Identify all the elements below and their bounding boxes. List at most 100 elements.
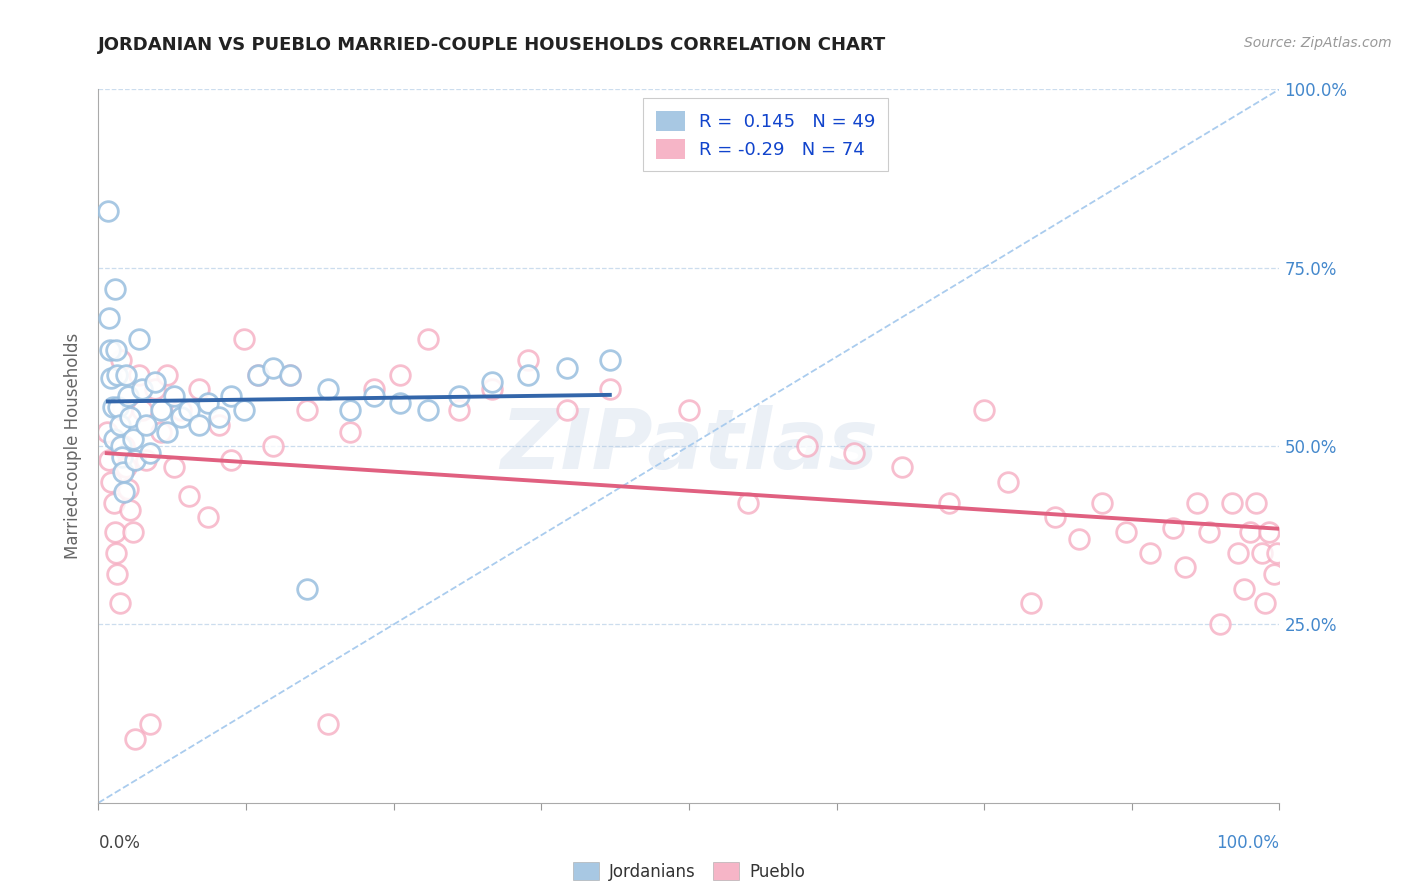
Point [105, 567, 128, 582]
Point [98, 310, 121, 325]
Point [316, 382, 339, 396]
Point [108, 596, 131, 610]
Point [100, 475, 122, 489]
Point [1209, 617, 1232, 632]
Point [232, 403, 254, 417]
Point [246, 368, 269, 382]
Point [101, 400, 124, 414]
Point [388, 396, 411, 410]
Point [517, 353, 540, 368]
Point [1244, 496, 1267, 510]
Point [1263, 567, 1285, 582]
Text: 100.0%: 100.0% [1216, 834, 1279, 852]
Point [555, 403, 578, 417]
Point [143, 375, 166, 389]
Point [97, 203, 120, 218]
Point [110, 439, 132, 453]
Point [246, 368, 269, 382]
Point [187, 417, 209, 432]
Point [1021, 596, 1043, 610]
Point [208, 410, 231, 425]
Point [107, 400, 129, 414]
Point [938, 496, 960, 510]
Legend: Jordanians, Pueblo: Jordanians, Pueblo [567, 855, 811, 888]
Point [103, 496, 125, 510]
Point [124, 453, 146, 467]
Point [139, 446, 162, 460]
Point [339, 403, 361, 417]
Point [1239, 524, 1261, 539]
Point [555, 360, 578, 375]
Point [143, 382, 166, 396]
Point [1185, 496, 1208, 510]
Point [219, 453, 242, 467]
Point [112, 485, 135, 500]
Point [156, 425, 179, 439]
Point [114, 460, 136, 475]
Text: JORDANIAN VS PUEBLO MARRIED-COUPLE HOUSEHOLDS CORRELATION CHART: JORDANIAN VS PUEBLO MARRIED-COUPLE HOUSE… [98, 36, 887, 54]
Point [179, 489, 201, 503]
Point [1265, 546, 1288, 560]
Point [297, 403, 319, 417]
Point [156, 368, 179, 382]
Point [112, 439, 135, 453]
Point [297, 582, 319, 596]
Point [363, 389, 385, 403]
Point [170, 403, 193, 417]
Point [363, 382, 385, 396]
Point [100, 371, 122, 385]
Point [111, 403, 134, 417]
Point [1043, 510, 1066, 524]
Point [105, 546, 128, 560]
Point [131, 382, 153, 396]
Point [316, 717, 339, 731]
Point [278, 368, 301, 382]
Point [1254, 596, 1277, 610]
Text: ZIPatlas: ZIPatlas [501, 406, 877, 486]
Point [163, 389, 186, 403]
Point [105, 343, 128, 357]
Point [135, 417, 157, 432]
Point [517, 368, 540, 382]
Point [124, 731, 146, 746]
Point [1227, 546, 1250, 560]
Point [1198, 524, 1220, 539]
Point [1250, 546, 1272, 560]
Point [120, 410, 142, 425]
Point [1233, 582, 1256, 596]
Point [1174, 560, 1197, 574]
Point [262, 439, 284, 453]
Point [104, 282, 127, 296]
Point [117, 482, 139, 496]
Point [416, 403, 439, 417]
Point [339, 425, 361, 439]
Point [1139, 546, 1161, 560]
Point [1161, 521, 1184, 535]
Point [121, 432, 143, 446]
Point [197, 510, 219, 524]
Point [187, 382, 209, 396]
Point [388, 368, 411, 382]
Point [447, 403, 470, 417]
Point [416, 332, 439, 346]
Point [110, 353, 132, 368]
Point [1220, 496, 1243, 510]
Point [208, 417, 231, 432]
Point [179, 403, 201, 417]
Point [139, 717, 162, 731]
Point [197, 396, 219, 410]
Point [1091, 496, 1114, 510]
Point [117, 389, 139, 403]
Point [150, 403, 173, 417]
Point [163, 460, 186, 475]
Point [150, 425, 173, 439]
Point [98, 453, 121, 467]
Point [111, 450, 134, 464]
Point [1067, 532, 1090, 546]
Point [278, 368, 301, 382]
Point [599, 382, 621, 396]
Y-axis label: Married-couple Households: Married-couple Households [65, 333, 83, 559]
Point [121, 524, 143, 539]
Point [103, 432, 125, 446]
Point [170, 410, 193, 425]
